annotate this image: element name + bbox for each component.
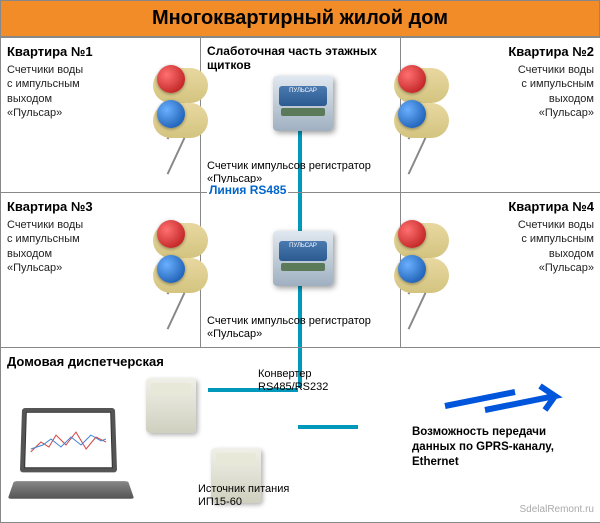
apt2-meters — [386, 63, 456, 133]
converter-label: Конвертер RS485/RS232 — [258, 368, 328, 394]
water-meter-cold — [386, 98, 456, 143]
cell-apartment-2: Квартира №2 Счетчики воды с импульсным в… — [401, 38, 600, 193]
laptop-icon — [6, 407, 136, 507]
water-meter-cold — [386, 253, 456, 298]
cell-panel-2: Линия RS485 ПУЛЬСАР Счетчик импульсов ре… — [201, 193, 401, 348]
header-bar: Многоквартирный жилой дом — [0, 0, 600, 37]
cell-apartment-3: Квартира №3 Счетчики воды с импульсным в… — [1, 193, 201, 348]
apt3-title: Квартира №3 — [7, 199, 194, 214]
laptop-graph-icon — [31, 427, 107, 457]
apt1-title: Квартира №1 — [7, 44, 194, 59]
panel2-label: Счетчик импульсов регистратор «Пульсар» — [207, 315, 394, 341]
apt4-meters — [386, 218, 456, 288]
apt4-title: Квартира №4 — [407, 199, 594, 214]
psu-label: Источник питания ИП15-60 — [198, 483, 298, 509]
cell-panel-1: Слаботочная часть этажных щитков ПУЛЬСАР… — [201, 38, 401, 193]
dispatch-title: Домовая диспетчерская — [7, 354, 594, 369]
cell-apartment-1: Квартира №1 Счетчики воды с импульсным в… — [1, 38, 201, 193]
cell-apartment-4: Квартира №4 Счетчики воды с импульсным в… — [401, 193, 600, 348]
converter-device — [146, 378, 196, 433]
transfer-arrow-icon — [440, 380, 570, 425]
transfer-caption: Возможность передачи данных по GPRS-кана… — [412, 425, 592, 470]
watermark-text: SdelalRemont.ru — [520, 504, 594, 515]
pulse-counter-2: ПУЛЬСАР — [261, 223, 346, 293]
page-title: Многоквартирный жилой дом — [1, 7, 599, 30]
apt2-title: Квартира №2 — [407, 44, 594, 59]
pulse-counter-1: ПУЛЬСАР — [261, 68, 346, 138]
rs485-line-label: Линия RS485 — [207, 183, 288, 197]
